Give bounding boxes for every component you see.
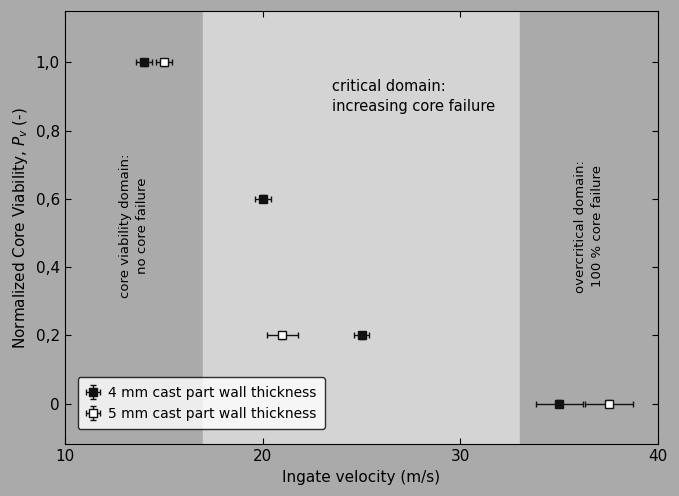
X-axis label: Ingate velocity (m/s): Ingate velocity (m/s): [282, 470, 441, 485]
Text: overcritical domain:
100 % core failure: overcritical domain: 100 % core failure: [574, 160, 604, 293]
Bar: [520, 11, 658, 444]
Text: critical domain:
increasing core failure: critical domain: increasing core failure: [332, 79, 495, 114]
Legend: 4 mm cast part wall thickness, 5 mm cast part wall thickness: 4 mm cast part wall thickness, 5 mm cast…: [77, 377, 325, 429]
Text: core viability domain:
no core failure: core viability domain: no core failure: [119, 154, 149, 298]
Y-axis label: Normalized Core Viability, $\mathit{P}_v$ (-): Normalized Core Viability, $\mathit{P}_v…: [11, 107, 30, 349]
Bar: [203, 11, 520, 444]
Bar: [65, 11, 203, 444]
